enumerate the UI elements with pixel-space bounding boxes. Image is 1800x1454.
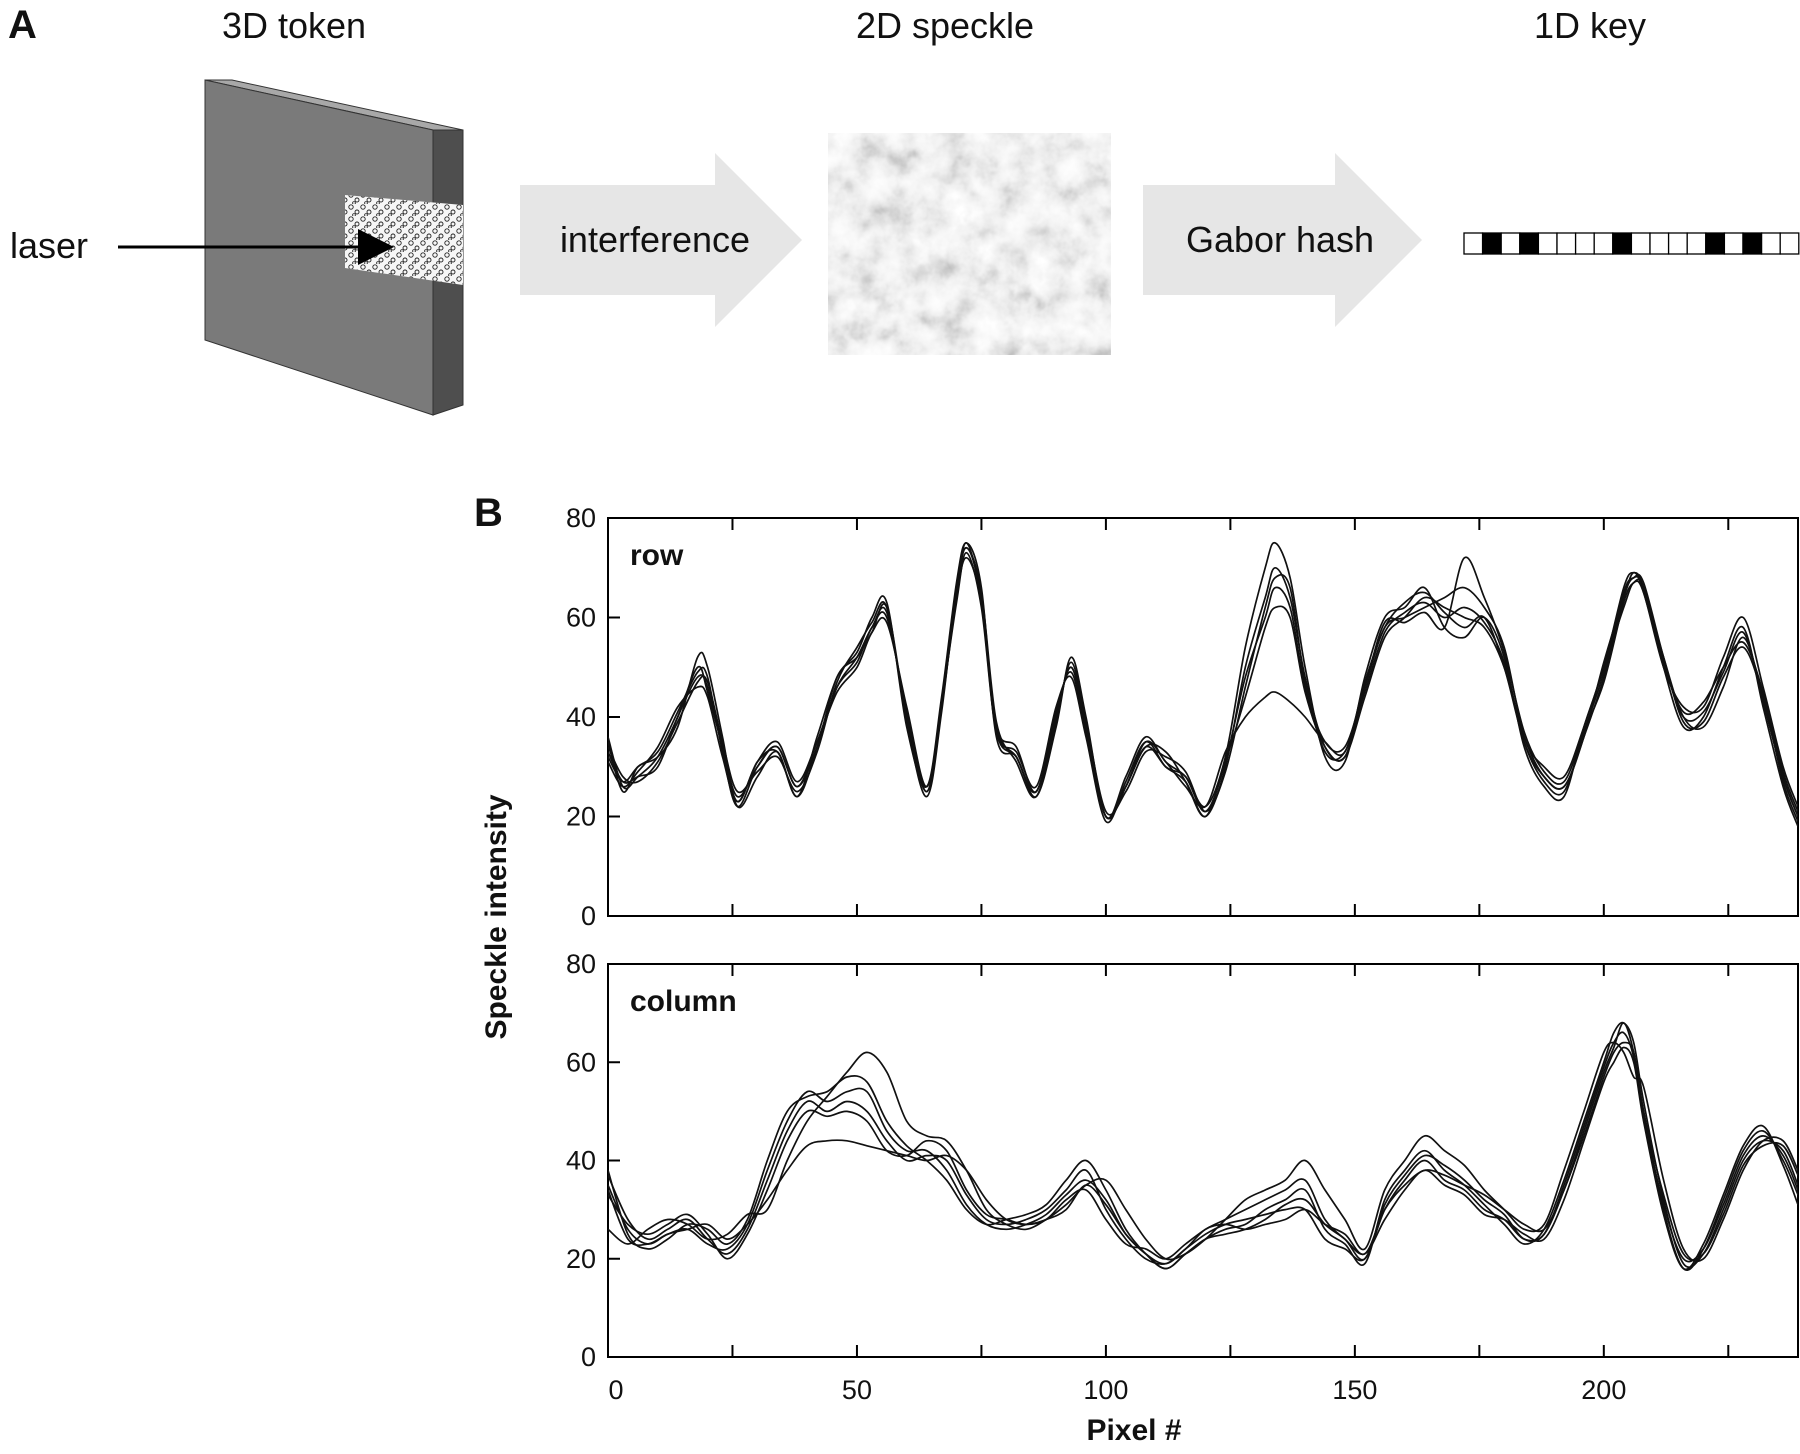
key-bit	[1687, 233, 1706, 254]
y-tick-label: 60	[566, 603, 596, 633]
panel-a: A 3D token 2D speckle 1D key laser inter…	[8, 3, 1799, 415]
speckle-image	[828, 133, 1111, 355]
key-bit	[1501, 233, 1520, 254]
y-tick-label: 0	[581, 901, 596, 931]
series-line-row-4	[608, 548, 1798, 822]
series-line-col-4	[608, 1032, 1798, 1268]
key-bit	[1650, 233, 1669, 254]
y-tick-label: 40	[566, 1146, 596, 1176]
stage-label-1d-key: 1D key	[1534, 5, 1646, 46]
series-line-row-3	[608, 553, 1798, 823]
series-line-col-6	[608, 1043, 1798, 1264]
key-bit	[1594, 233, 1613, 254]
x-tick-label: 150	[1332, 1375, 1377, 1405]
column-plot: 0 20 40 60 80 0 50 100 150 200 column	[566, 949, 1798, 1405]
series-line-row-6	[608, 543, 1798, 819]
y-tick-label: 20	[566, 1244, 596, 1274]
x-axis-title: Pixel #	[1086, 1414, 1181, 1447]
key-bit	[1762, 233, 1781, 254]
series-line-row-5	[608, 557, 1798, 818]
x-tick-label: 50	[842, 1375, 872, 1405]
key-bit	[1724, 233, 1743, 254]
series-line-col-1	[608, 1023, 1798, 1270]
y-axis-title: Speckle intensity	[480, 794, 513, 1039]
plot-frame	[608, 518, 1798, 916]
laser-label: laser	[10, 225, 88, 266]
y-tick-label: 80	[566, 949, 596, 979]
panel-b-letter: B	[474, 491, 503, 535]
plot-inset-title: row	[630, 539, 684, 572]
panel-b: B Speckle intensity Pixel # 0 20 40 60 80 row…	[474, 491, 1798, 1447]
key-bit	[1483, 233, 1502, 254]
key-bit	[1743, 233, 1762, 254]
key-bit	[1576, 233, 1595, 254]
y-tick-label: 60	[566, 1047, 596, 1077]
x-tick-label: 200	[1581, 1375, 1626, 1405]
series-line-col-5	[608, 1043, 1798, 1262]
y-tick-label: 80	[566, 503, 596, 533]
series-line-row-1	[608, 548, 1798, 819]
key-bit	[1780, 233, 1799, 254]
key-bit	[1464, 233, 1483, 254]
y-tick-label: 40	[566, 702, 596, 732]
gabor-hash-label: Gabor hash	[1186, 219, 1374, 260]
y-tick-label: 20	[566, 802, 596, 832]
stage-label-3d-token: 3D token	[222, 5, 366, 46]
row-plot: 0 20 40 60 80 row	[566, 503, 1798, 931]
interference-label: interference	[560, 219, 750, 260]
key-bits	[1464, 233, 1799, 254]
key-bit	[1538, 233, 1557, 254]
y-tick-label: 0	[581, 1342, 596, 1372]
key-bit	[1631, 233, 1650, 254]
key-bit	[1669, 233, 1688, 254]
key-bit	[1613, 233, 1632, 254]
key-bit	[1706, 233, 1725, 254]
panel-a-letter: A	[8, 3, 37, 47]
x-tick-label: 100	[1083, 1375, 1128, 1405]
stage-label-2d-speckle: 2D speckle	[856, 5, 1034, 46]
key-bit	[1520, 233, 1539, 254]
key-bit	[1557, 233, 1576, 254]
series-line-row-2	[608, 543, 1798, 827]
plot-inset-title: column	[630, 985, 737, 1018]
x-tick-label: 0	[608, 1375, 623, 1405]
